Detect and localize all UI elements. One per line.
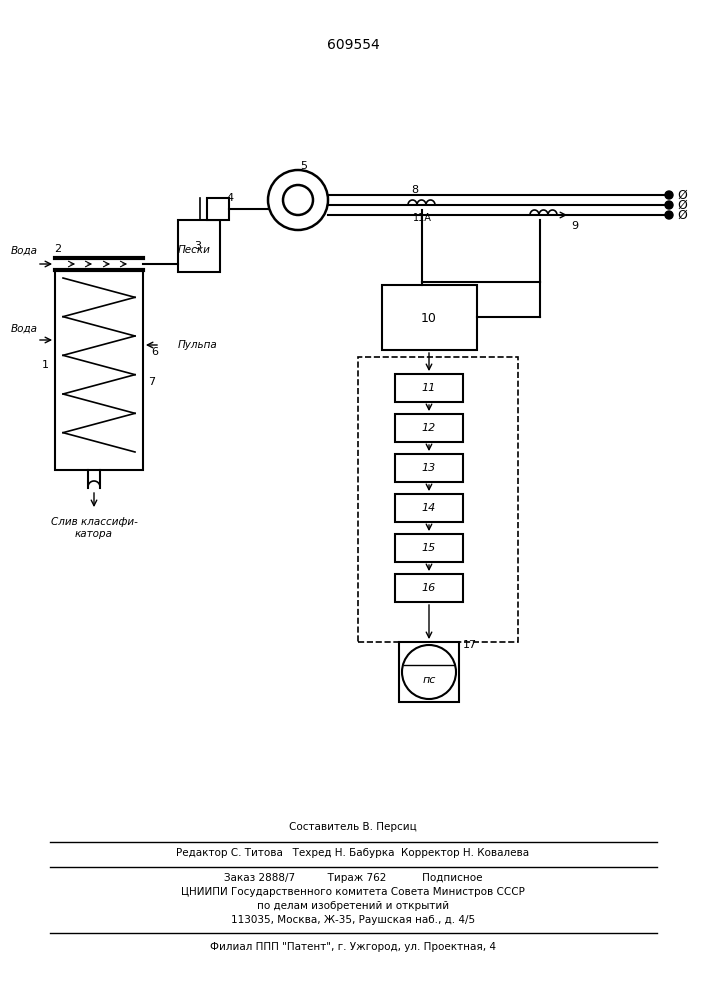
Text: 5: 5 <box>300 161 308 171</box>
Text: 3: 3 <box>194 241 201 251</box>
Circle shape <box>665 201 673 209</box>
Text: Ø: Ø <box>677 188 687 202</box>
Text: Пески: Пески <box>178 245 211 255</box>
Text: 7: 7 <box>148 377 156 387</box>
Text: 9: 9 <box>571 221 578 231</box>
Text: Ø: Ø <box>677 209 687 222</box>
Text: 15: 15 <box>422 543 436 553</box>
Text: 113035, Москва, Ж-35, Раушская наб., д. 4/5: 113035, Москва, Ж-35, Раушская наб., д. … <box>231 915 475 925</box>
Circle shape <box>665 191 673 199</box>
Text: Редактор С. Титова   Техред Н. Бабурка  Корректор Н. Ковалева: Редактор С. Титова Техред Н. Бабурка Кор… <box>177 848 530 858</box>
Text: по делам изобретений и открытий: по делам изобретений и открытий <box>257 901 449 911</box>
Text: 14: 14 <box>422 503 436 513</box>
Text: 17: 17 <box>463 640 477 650</box>
Bar <box>207 198 229 220</box>
Text: 13: 13 <box>422 463 436 473</box>
Text: Ø: Ø <box>677 198 687 212</box>
Circle shape <box>665 211 673 219</box>
Text: 6: 6 <box>151 347 158 357</box>
Bar <box>178 220 220 272</box>
Text: 12: 12 <box>422 423 436 433</box>
Bar <box>358 357 518 642</box>
Text: Вода: Вода <box>11 246 37 256</box>
Bar <box>382 285 477 350</box>
Bar <box>395 374 463 402</box>
Text: Составитель В. Персиц: Составитель В. Персиц <box>289 822 417 832</box>
Text: Вода: Вода <box>11 324 37 334</box>
Bar <box>395 494 463 522</box>
Bar <box>395 534 463 562</box>
Text: Слив классифи-
катора: Слив классифи- катора <box>51 517 137 539</box>
Text: 16: 16 <box>422 583 436 593</box>
Text: Заказ 2888/7          Тираж 762           Подписное: Заказ 2888/7 Тираж 762 Подписное <box>223 873 482 883</box>
Text: 2: 2 <box>54 244 62 254</box>
Text: 10: 10 <box>421 312 437 324</box>
Text: Пульпа: Пульпа <box>178 340 218 350</box>
Text: ЦНИИПИ Государственного комитета Совета Министров СССР: ЦНИИПИ Государственного комитета Совета … <box>181 887 525 897</box>
Bar <box>399 642 459 702</box>
Text: 1: 1 <box>42 360 49 370</box>
Bar <box>55 270 143 470</box>
Bar <box>395 454 463 482</box>
Text: пс: пс <box>422 675 436 685</box>
Bar <box>395 574 463 602</box>
Text: 609554: 609554 <box>327 38 380 52</box>
Text: 11: 11 <box>422 383 436 393</box>
Text: 8: 8 <box>411 185 419 195</box>
Text: Филиал ППП "Патент", г. Ужгород, ул. Проектная, 4: Филиал ППП "Патент", г. Ужгород, ул. Про… <box>210 942 496 952</box>
Text: 4: 4 <box>226 193 233 203</box>
Text: 11А: 11А <box>413 213 431 223</box>
Bar <box>395 414 463 442</box>
